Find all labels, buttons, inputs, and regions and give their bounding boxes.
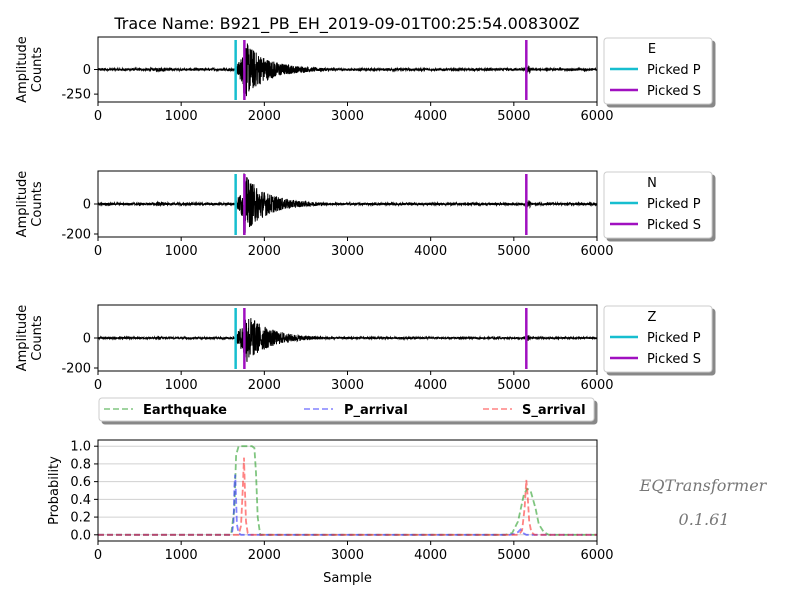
- legend-title: Z: [648, 310, 657, 325]
- legend-s-label: Picked S: [647, 84, 701, 99]
- brand-name: EQTransformer: [639, 476, 768, 495]
- x-tick-label: 5000: [497, 109, 530, 124]
- y-axis-label: Probability: [47, 456, 62, 525]
- x-tick-label: 6000: [580, 244, 613, 259]
- legend-title: N: [647, 176, 657, 191]
- legend-earthquake-label: Earthquake: [143, 403, 227, 418]
- earthquake-series: [98, 445, 597, 536]
- x-tick-label: 6000: [580, 109, 613, 124]
- x-tick-label: 4000: [414, 109, 447, 124]
- y-axis-label: Counts: [30, 181, 45, 227]
- brand-version: 0.1.61: [679, 510, 730, 529]
- legend-n: N Picked P Picked S: [603, 171, 713, 239]
- y-tick-label: -200: [61, 228, 91, 243]
- legend-p-label: Picked P: [647, 331, 701, 346]
- x-tick-label: 1000: [165, 109, 198, 124]
- y-tick-label: 1.0: [70, 440, 91, 455]
- x-tick-label: 2000: [248, 109, 281, 124]
- legend-s-label: Picked S: [647, 352, 701, 367]
- waveform-trace: [98, 173, 597, 235]
- chart-title: Trace Name: B921_PB_EH_2019-09-01T00:25:…: [113, 14, 579, 34]
- waveform-trace: [98, 318, 597, 362]
- x-tick-label: 5000: [497, 244, 530, 259]
- y-axis-label: Amplitude: [15, 36, 30, 103]
- plot-frame: [97, 439, 598, 542]
- x-axis-label: Sample: [323, 571, 372, 586]
- y-tick-label: 0: [83, 198, 91, 213]
- x-tick-label: 4000: [414, 548, 447, 563]
- panel-probability: 0 1000 2000 3000 4000 5000 6000 0.0 0.2 0.4 0.6 0.8…: [47, 439, 614, 586]
- y-axis-label: Amplitude: [15, 171, 30, 238]
- y-tick-label: -250: [61, 88, 91, 103]
- waveform-trace: [98, 43, 597, 97]
- y-axis-label: Counts: [30, 47, 45, 93]
- y-tick-label: 0.0: [70, 528, 91, 543]
- y-tick-label: 0.8: [70, 457, 91, 472]
- x-tick-label: 1000: [165, 378, 198, 393]
- x-tick-label: 2000: [248, 548, 281, 563]
- y-tick-label: -200: [61, 362, 91, 377]
- x-tick-label: 1000: [165, 244, 198, 259]
- x-tick-label: 6000: [580, 378, 613, 393]
- y-axis-label: Amplitude: [15, 305, 30, 372]
- legend-box: [603, 171, 713, 239]
- y-tick-label: 0: [83, 332, 91, 347]
- x-tick-label: 4000: [414, 378, 447, 393]
- x-tick-label: 4000: [414, 244, 447, 259]
- x-tick-label: 3000: [331, 244, 364, 259]
- legend-e: E Picked P Picked S: [603, 37, 713, 105]
- x-tick-label: 0: [94, 378, 102, 393]
- x-tick-label: 6000: [580, 548, 613, 563]
- legend-box: [98, 397, 595, 422]
- legend-p-arrival-label: P_arrival: [344, 403, 408, 418]
- x-tick-label: 3000: [331, 109, 364, 124]
- legend-p-label: Picked P: [647, 63, 701, 78]
- legend-probability: Earthquake P_arrival S_arrival: [98, 397, 595, 422]
- x-tick-label: 0: [94, 244, 102, 259]
- legend-box: [603, 37, 713, 105]
- legend-s-label: Picked S: [647, 218, 701, 233]
- legend-s-arrival-label: S_arrival: [522, 403, 586, 418]
- y-axis-label: Counts: [30, 315, 45, 361]
- s-arrival-series: [98, 457, 597, 536]
- x-tick-label: 2000: [248, 244, 281, 259]
- legend-z: Z Picked P Picked S: [603, 305, 713, 373]
- x-tick-label: 5000: [497, 548, 530, 563]
- x-tick-label: 1000: [165, 548, 198, 563]
- x-tick-label: 0: [94, 109, 102, 124]
- legend-p-label: Picked P: [647, 197, 701, 212]
- legend-box: [603, 305, 713, 373]
- x-tick-label: 0: [94, 548, 102, 563]
- legend-title: E: [648, 42, 656, 57]
- y-tick-label: 0: [83, 63, 91, 78]
- x-tick-label: 3000: [331, 378, 364, 393]
- x-tick-label: 5000: [497, 378, 530, 393]
- y-tick-label: 0.2: [70, 511, 91, 526]
- y-tick-label: 0.4: [70, 493, 91, 508]
- x-tick-label: 3000: [331, 548, 364, 563]
- x-tick-label: 2000: [248, 378, 281, 393]
- y-tick-label: 0.6: [70, 475, 91, 490]
